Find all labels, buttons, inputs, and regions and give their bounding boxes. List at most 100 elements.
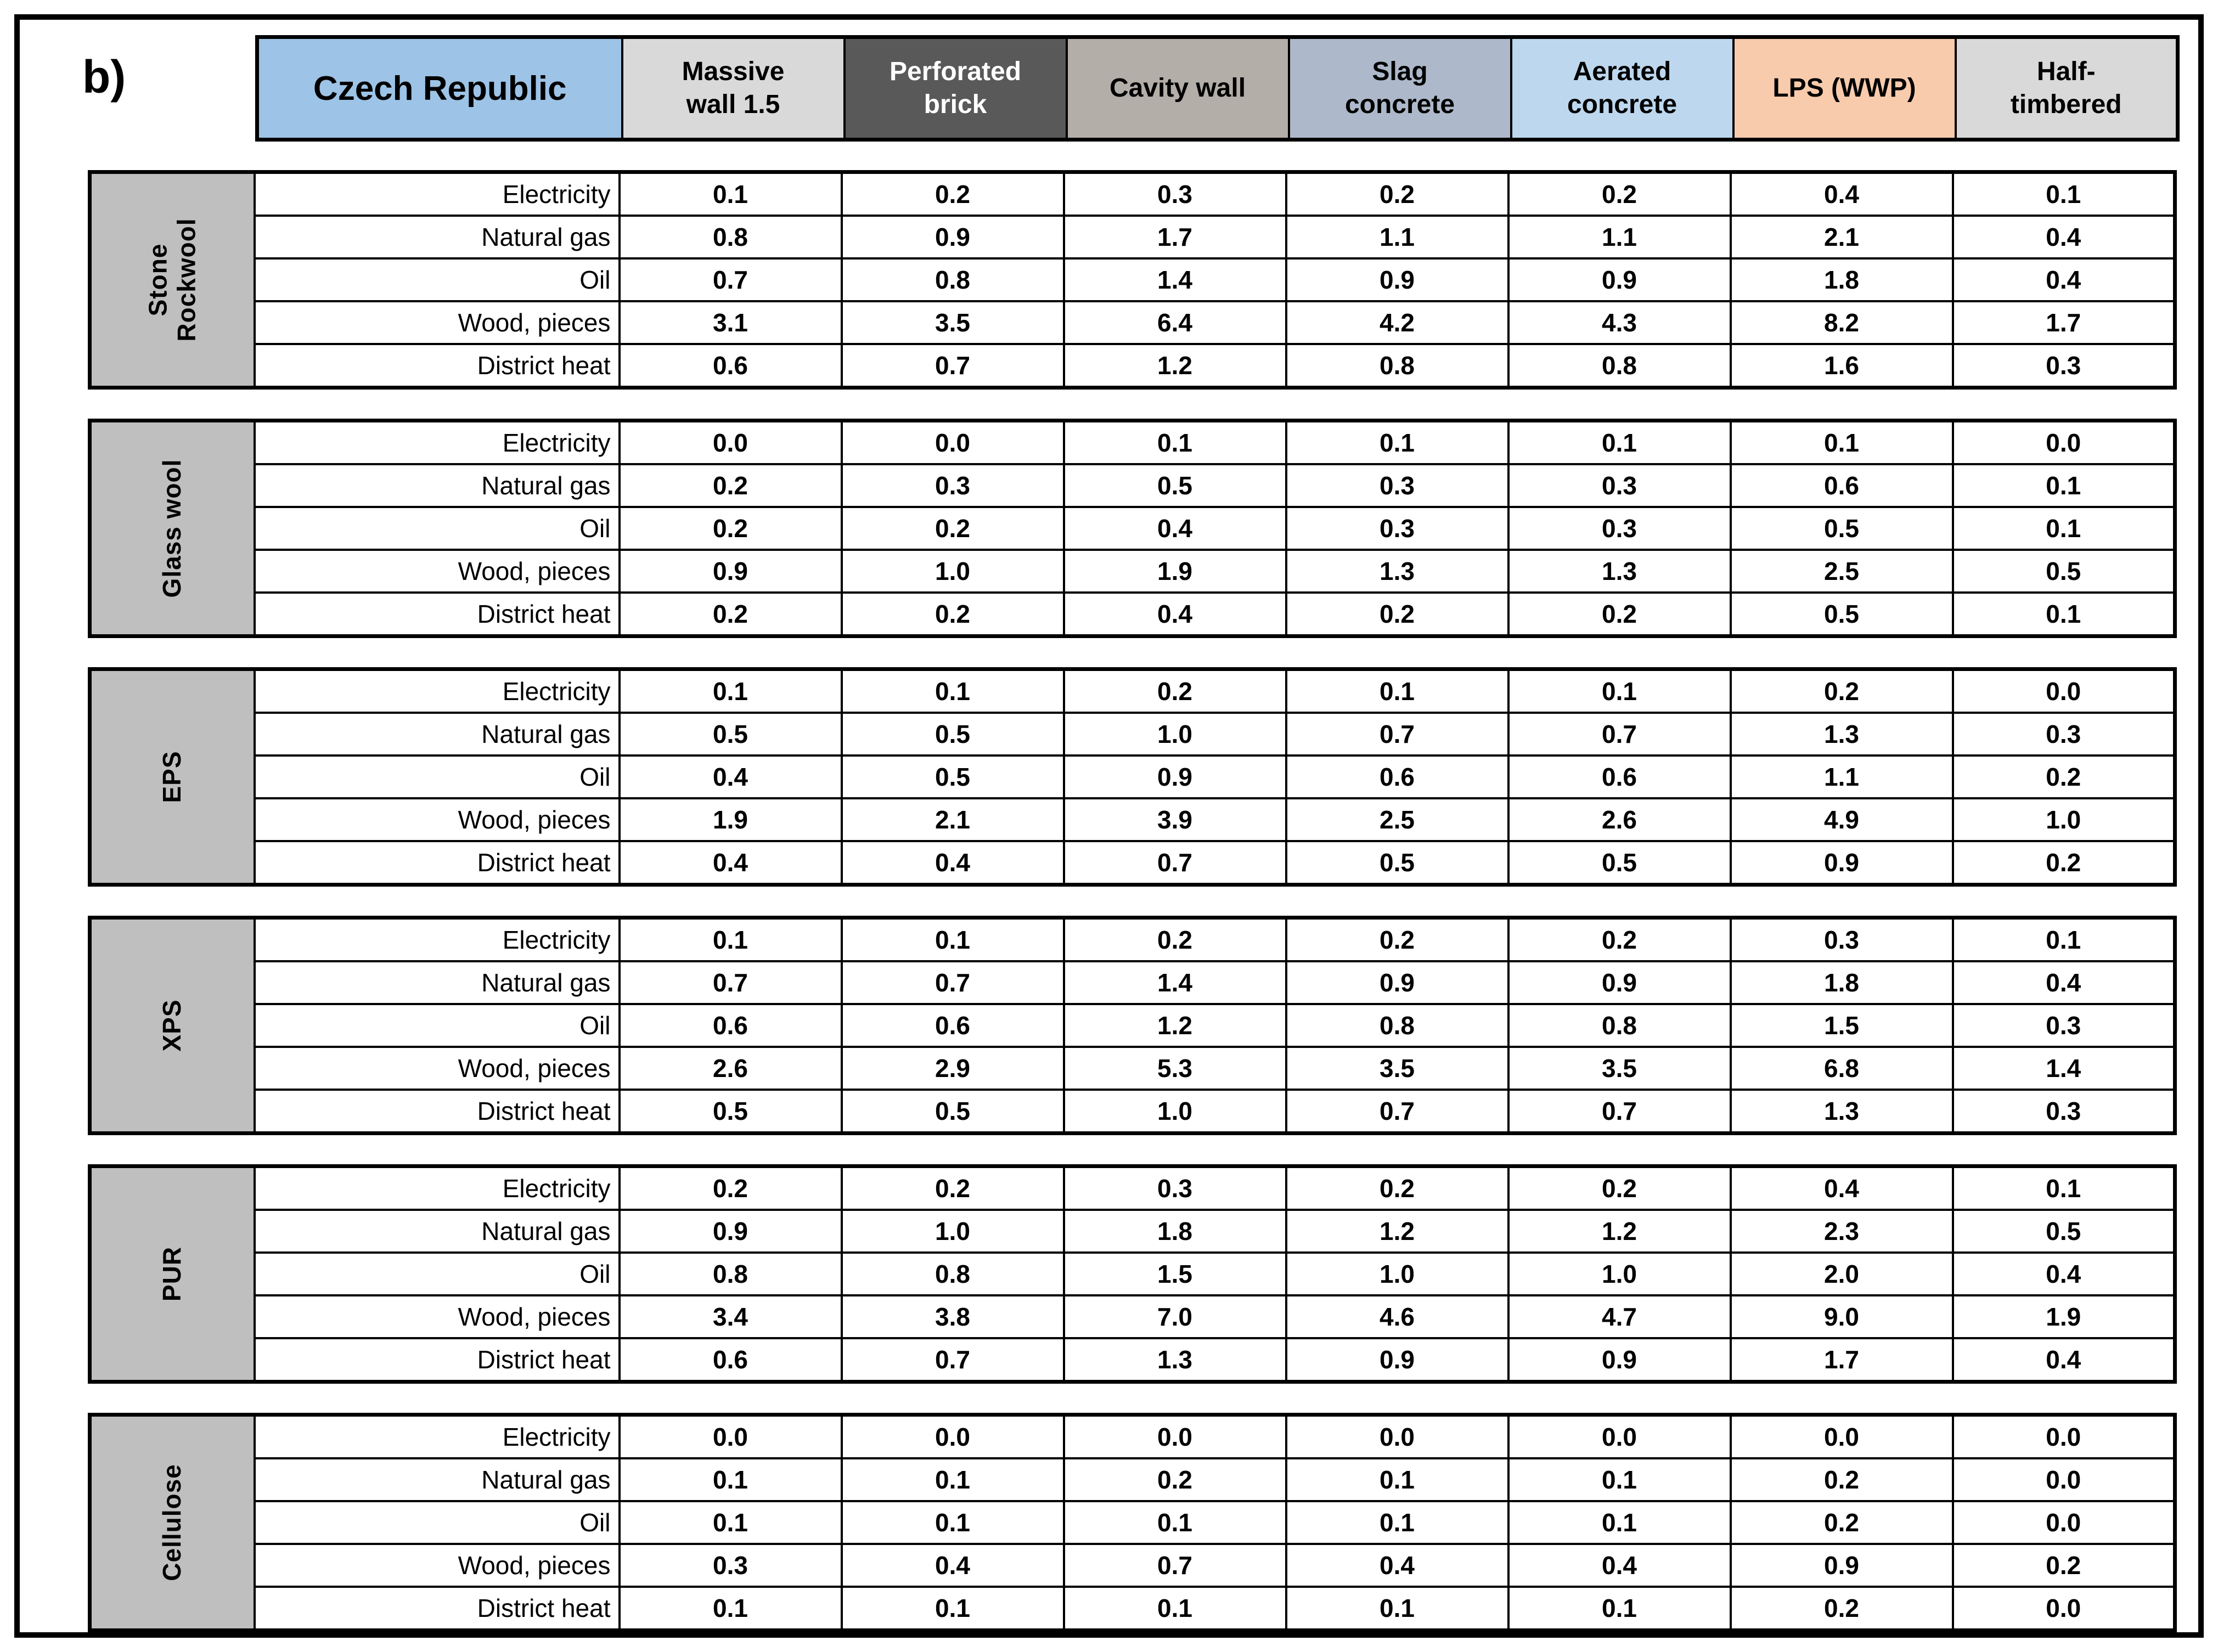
- value-cell: 2.0: [1729, 1251, 1954, 1296]
- value-cell: 0.2: [1507, 591, 1732, 638]
- value-cell: 0.1: [1285, 419, 1510, 465]
- fuel-label: Oil: [253, 1500, 621, 1545]
- value-cell: 0.8: [1285, 343, 1510, 389]
- value-cell: 0.3: [1951, 1089, 2176, 1135]
- value-cell: 1.1: [1729, 754, 1954, 799]
- fuel-label: District heat: [253, 1089, 621, 1135]
- value-cell: 0.1: [1507, 1500, 1732, 1545]
- value-cell: 0.0: [840, 1413, 1065, 1459]
- table-row: District heat 0.2 0.2 0.4 0.2 0.2 0.5 0.1: [90, 591, 2176, 638]
- table-row: Oil 0.1 0.1 0.1 0.1 0.1 0.2 0.0: [90, 1500, 2176, 1545]
- value-cell: 0.0: [1951, 1457, 2176, 1502]
- table-row: Oil 0.2 0.2 0.4 0.3 0.3 0.5 0.1: [90, 506, 2176, 551]
- value-cell: 0.6: [840, 1003, 1065, 1048]
- value-cell: 0.5: [1729, 506, 1954, 551]
- value-cell: 0.2: [618, 506, 843, 551]
- value-cell: 0.6: [618, 343, 843, 389]
- value-cell: 0.5: [840, 754, 1065, 799]
- value-cell: 0.2: [1729, 1500, 1954, 1545]
- value-cell: 0.4: [1951, 960, 2176, 1005]
- fuel-label: Wood, pieces: [253, 549, 621, 594]
- value-cell: 0.2: [840, 1165, 1065, 1211]
- value-cell: 1.0: [1951, 797, 2176, 842]
- value-cell: 0.1: [840, 668, 1065, 714]
- table-row: Wood, pieces 3.1 3.5 6.4 4.2 4.3 8.2 1.7: [90, 300, 2176, 345]
- group-label: XPS: [157, 999, 187, 1052]
- group-label-cell: EPS: [88, 668, 256, 886]
- fuel-label: Electricity: [253, 1413, 621, 1459]
- value-cell: 0.5: [1729, 591, 1954, 638]
- fuel-label: Electricity: [253, 668, 621, 714]
- group-label: Cellulose: [157, 1464, 187, 1581]
- group-label-cell: Glass wool: [88, 419, 256, 638]
- table-row: Wood, pieces 3.4 3.8 7.0 4.6 4.7 9.0 1.9: [90, 1294, 2176, 1339]
- value-cell: 0.9: [1507, 1337, 1732, 1383]
- value-cell: 0.2: [1729, 1457, 1954, 1502]
- table-row: Natural gas 0.9 1.0 1.8 1.2 1.2 2.3 0.5: [90, 1209, 2176, 1254]
- group-label: EPS: [157, 751, 187, 803]
- panel-label: b): [82, 51, 126, 103]
- value-cell: 0.9: [618, 549, 843, 594]
- value-cell: 3.8: [840, 1294, 1065, 1339]
- fuel-label: Wood, pieces: [253, 1543, 621, 1588]
- value-cell: 1.2: [1062, 1003, 1287, 1048]
- value-cell: 1.8: [1729, 257, 1954, 302]
- fuel-label: Natural gas: [253, 463, 621, 508]
- table-row: Wood, pieces 1.9 2.1 3.9 2.5 2.6 4.9 1.0: [90, 797, 2176, 842]
- value-cell: 0.1: [1951, 463, 2176, 508]
- value-cell: 1.7: [1062, 215, 1287, 260]
- value-cell: 1.8: [1062, 1209, 1287, 1254]
- value-cell: 0.0: [1951, 1500, 2176, 1545]
- value-cell: 9.0: [1729, 1294, 1954, 1339]
- fuel-label: Oil: [253, 1251, 621, 1296]
- material-group: Cellulose Electricity 0.0 0.0 0.0 0.0 0.0 0.0 0.…: [88, 1413, 2177, 1632]
- value-cell: 0.0: [1062, 1413, 1287, 1459]
- value-cell: 0.2: [1729, 1586, 1954, 1632]
- fuel-label: Electricity: [253, 916, 621, 962]
- value-cell: 1.0: [1507, 1251, 1732, 1296]
- fuel-label: Natural gas: [253, 1457, 621, 1502]
- value-cell: 1.2: [1285, 1209, 1510, 1254]
- fuel-label: Natural gas: [253, 215, 621, 260]
- value-cell: 0.1: [840, 1586, 1065, 1632]
- value-cell: 0.9: [1285, 1337, 1510, 1383]
- value-cell: 0.2: [1062, 1457, 1287, 1502]
- table-row: Natural gas 0.5 0.5 1.0 0.7 0.7 1.3 0.3: [90, 712, 2176, 757]
- value-cell: 0.1: [1507, 1457, 1732, 1502]
- value-cell: 0.2: [1507, 1165, 1732, 1211]
- country-header: Czech Republic: [256, 36, 623, 141]
- value-cell: 0.1: [618, 1457, 843, 1502]
- value-cell: 0.0: [1507, 1413, 1732, 1459]
- value-cell: 4.6: [1285, 1294, 1510, 1339]
- fuel-label: Wood, pieces: [253, 1294, 621, 1339]
- value-cell: 0.5: [840, 712, 1065, 757]
- value-cell: 0.3: [618, 1543, 843, 1588]
- value-cell: 3.5: [840, 300, 1065, 345]
- table-row: Oil 0.6 0.6 1.2 0.8 0.8 1.5 0.3: [90, 1003, 2176, 1048]
- value-cell: 0.4: [1951, 1337, 2176, 1383]
- fuel-label: Natural gas: [253, 960, 621, 1005]
- column-header: Aerated concrete: [1510, 36, 1735, 141]
- value-cell: 0.4: [1729, 171, 1954, 217]
- value-cell: 0.2: [840, 506, 1065, 551]
- value-cell: 0.4: [618, 754, 843, 799]
- value-cell: 0.4: [840, 1543, 1065, 1588]
- value-cell: 0.3: [1951, 1003, 2176, 1048]
- value-cell: 0.3: [1729, 916, 1954, 962]
- value-cell: 0.1: [1951, 591, 2176, 638]
- value-cell: 0.0: [1285, 1413, 1510, 1459]
- value-cell: 0.1: [840, 1500, 1065, 1545]
- value-cell: 0.9: [1285, 257, 1510, 302]
- value-cell: 0.8: [840, 1251, 1065, 1296]
- material-group: XPS Electricity 0.1 0.1 0.2 0.2 0.2 0.3 0.1 Natur…: [88, 916, 2177, 1135]
- group-label-cell: PUR: [88, 1165, 256, 1383]
- value-cell: 0.2: [618, 591, 843, 638]
- value-cell: 0.1: [1062, 1586, 1287, 1632]
- value-cell: 1.2: [1507, 1209, 1732, 1254]
- table-row: Natural gas 0.1 0.1 0.2 0.1 0.1 0.2 0.0: [90, 1457, 2176, 1502]
- value-cell: 0.3: [1951, 343, 2176, 389]
- value-cell: 8.2: [1729, 300, 1954, 345]
- value-cell: 0.3: [840, 463, 1065, 508]
- table-row: District heat 0.6 0.7 1.2 0.8 0.8 1.6 0.3: [90, 343, 2176, 389]
- value-cell: 1.9: [1951, 1294, 2176, 1339]
